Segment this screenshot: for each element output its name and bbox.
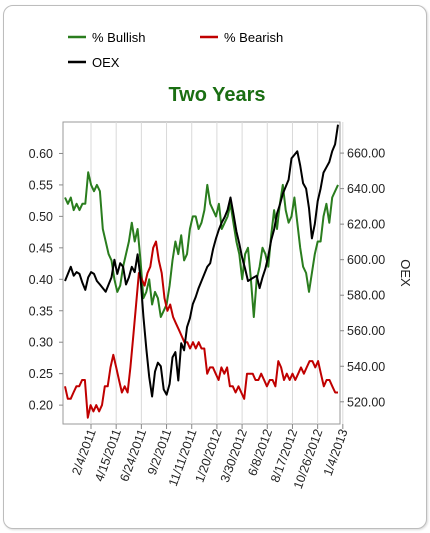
y-left-tick-label: 0.55 xyxy=(29,178,53,192)
y-right-tick-label: 540.00 xyxy=(347,360,385,374)
y-right-tick-label: 580.00 xyxy=(347,289,385,303)
y-right-tick-label: 520.00 xyxy=(347,395,385,409)
legend-item-bullish: % Bullish xyxy=(68,30,145,45)
series-line-oex xyxy=(64,124,339,398)
x-tick-label: 9/2/2011 xyxy=(145,427,174,477)
y-left-tick-label: 0.35 xyxy=(29,304,53,318)
legend-label-bullish: % Bullish xyxy=(92,30,145,45)
legend-item-bearish: % Bearish xyxy=(200,30,283,45)
x-tick-label: 2/4/2011 xyxy=(69,427,98,477)
legend: % Bullish % Bearish OEX xyxy=(68,30,283,70)
legend-label-bearish: % Bearish xyxy=(224,30,283,45)
x-tick-label: 1/4/2013 xyxy=(321,427,351,478)
x-axis: 2/4/20114/15/20116/24/20119/2/201111/11/… xyxy=(69,424,351,491)
y-right-tick-label: 620.00 xyxy=(347,218,385,232)
series-line-bullish xyxy=(64,171,339,318)
legend-item-oex: OEX xyxy=(68,55,120,70)
chart-title: Two Years xyxy=(168,84,265,106)
plot-area xyxy=(62,121,341,425)
y-left-tick-label: 0.20 xyxy=(29,399,53,413)
series-line-bearish xyxy=(64,240,338,419)
legend-label-oex: OEX xyxy=(92,55,120,70)
y-right-tick-label: 600.00 xyxy=(347,253,385,267)
right-axis: 520.00 540.00 560.00 580.00 600.00 620.00 640.… xyxy=(340,147,385,409)
y-left-tick-label: 0.60 xyxy=(29,147,53,161)
series-layer xyxy=(64,124,339,419)
y-left-tick-label: 0.45 xyxy=(29,241,53,255)
y-right-tick-label: 560.00 xyxy=(347,324,385,338)
y-left-tick-label: 0.40 xyxy=(29,273,53,287)
y-right-tick-label: 640.00 xyxy=(347,182,385,196)
y-left-tick-label: 0.25 xyxy=(29,367,53,381)
y-left-tick-label: 0.50 xyxy=(29,210,53,224)
y-left-tick-label: 0.30 xyxy=(29,336,53,350)
left-axis: 0.20 0.25 0.30 0.35 0.40 0.45 0.50 0.55 0.60 xyxy=(29,147,63,413)
right-axis-title: OEX xyxy=(398,259,413,287)
y-right-tick-label: 660.00 xyxy=(347,147,385,161)
